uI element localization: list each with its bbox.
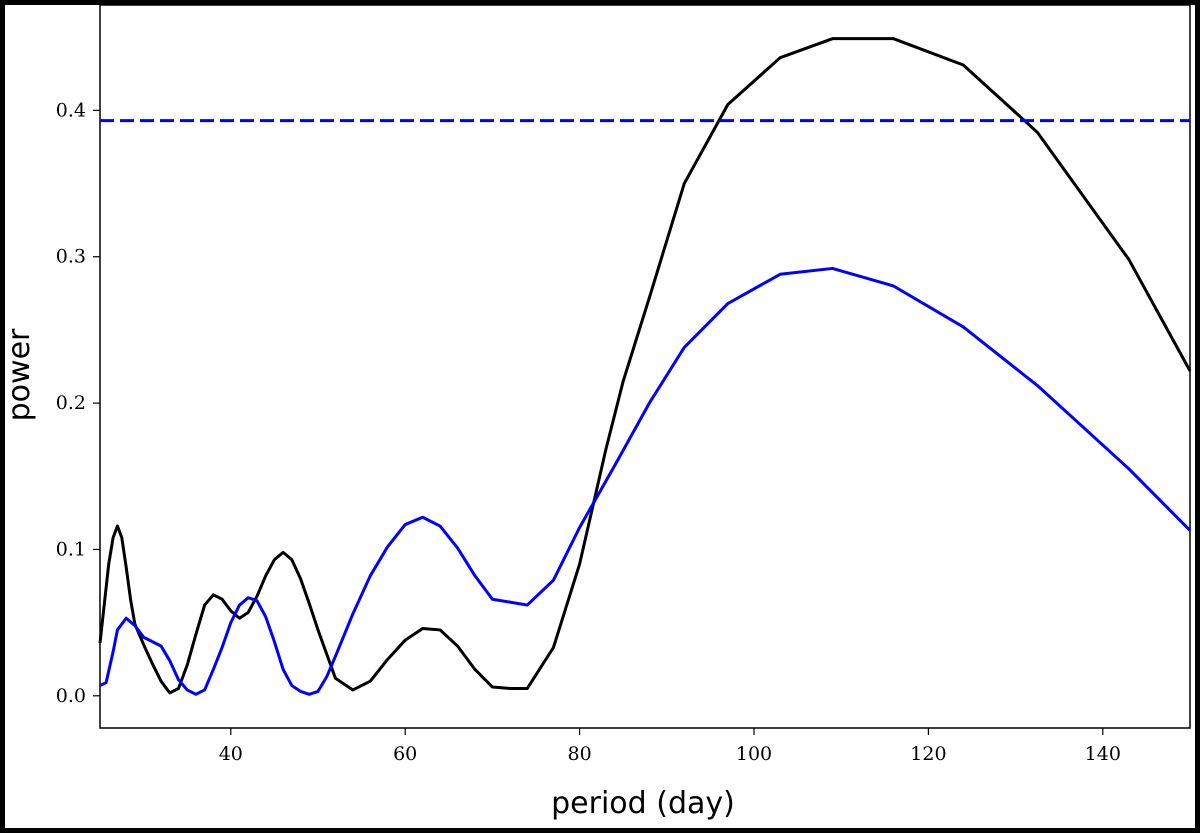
x-tick-label: 60	[393, 743, 417, 765]
series-layer	[98, 37, 1192, 696]
y-tick-label: 0.0	[56, 685, 86, 707]
y-axis-ticks: 0.0 0.1 0.2 0.3 0.4	[56, 99, 100, 707]
x-tick-label: 40	[219, 743, 243, 765]
x-tick-label: 100	[736, 743, 772, 765]
series-blue-line	[99, 266, 1192, 696]
chart-panel: 40 60 80 100 120 140 0.0 0.1 0.2 0.3 0.4 period (…	[5, 5, 1195, 828]
series-black-line	[98, 37, 1192, 695]
plot-area	[99, 5, 1191, 729]
y-axis-label: power	[5, 328, 37, 421]
x-axis-label: period (day)	[551, 786, 735, 821]
x-tick-label: 140	[1085, 743, 1121, 765]
y-tick-label: 0.3	[56, 246, 86, 268]
y-tick-label: 0.2	[56, 392, 86, 414]
y-tick-label: 0.4	[56, 99, 86, 121]
x-tick-label: 80	[568, 743, 592, 765]
power-period-chart: 40 60 80 100 120 140 0.0 0.1 0.2 0.3 0.4 period (…	[5, 5, 1192, 821]
y-tick-label: 0.1	[56, 538, 86, 560]
x-axis-ticks: 40 60 80 100 120 140	[219, 728, 1121, 765]
x-tick-label: 120	[910, 743, 946, 765]
